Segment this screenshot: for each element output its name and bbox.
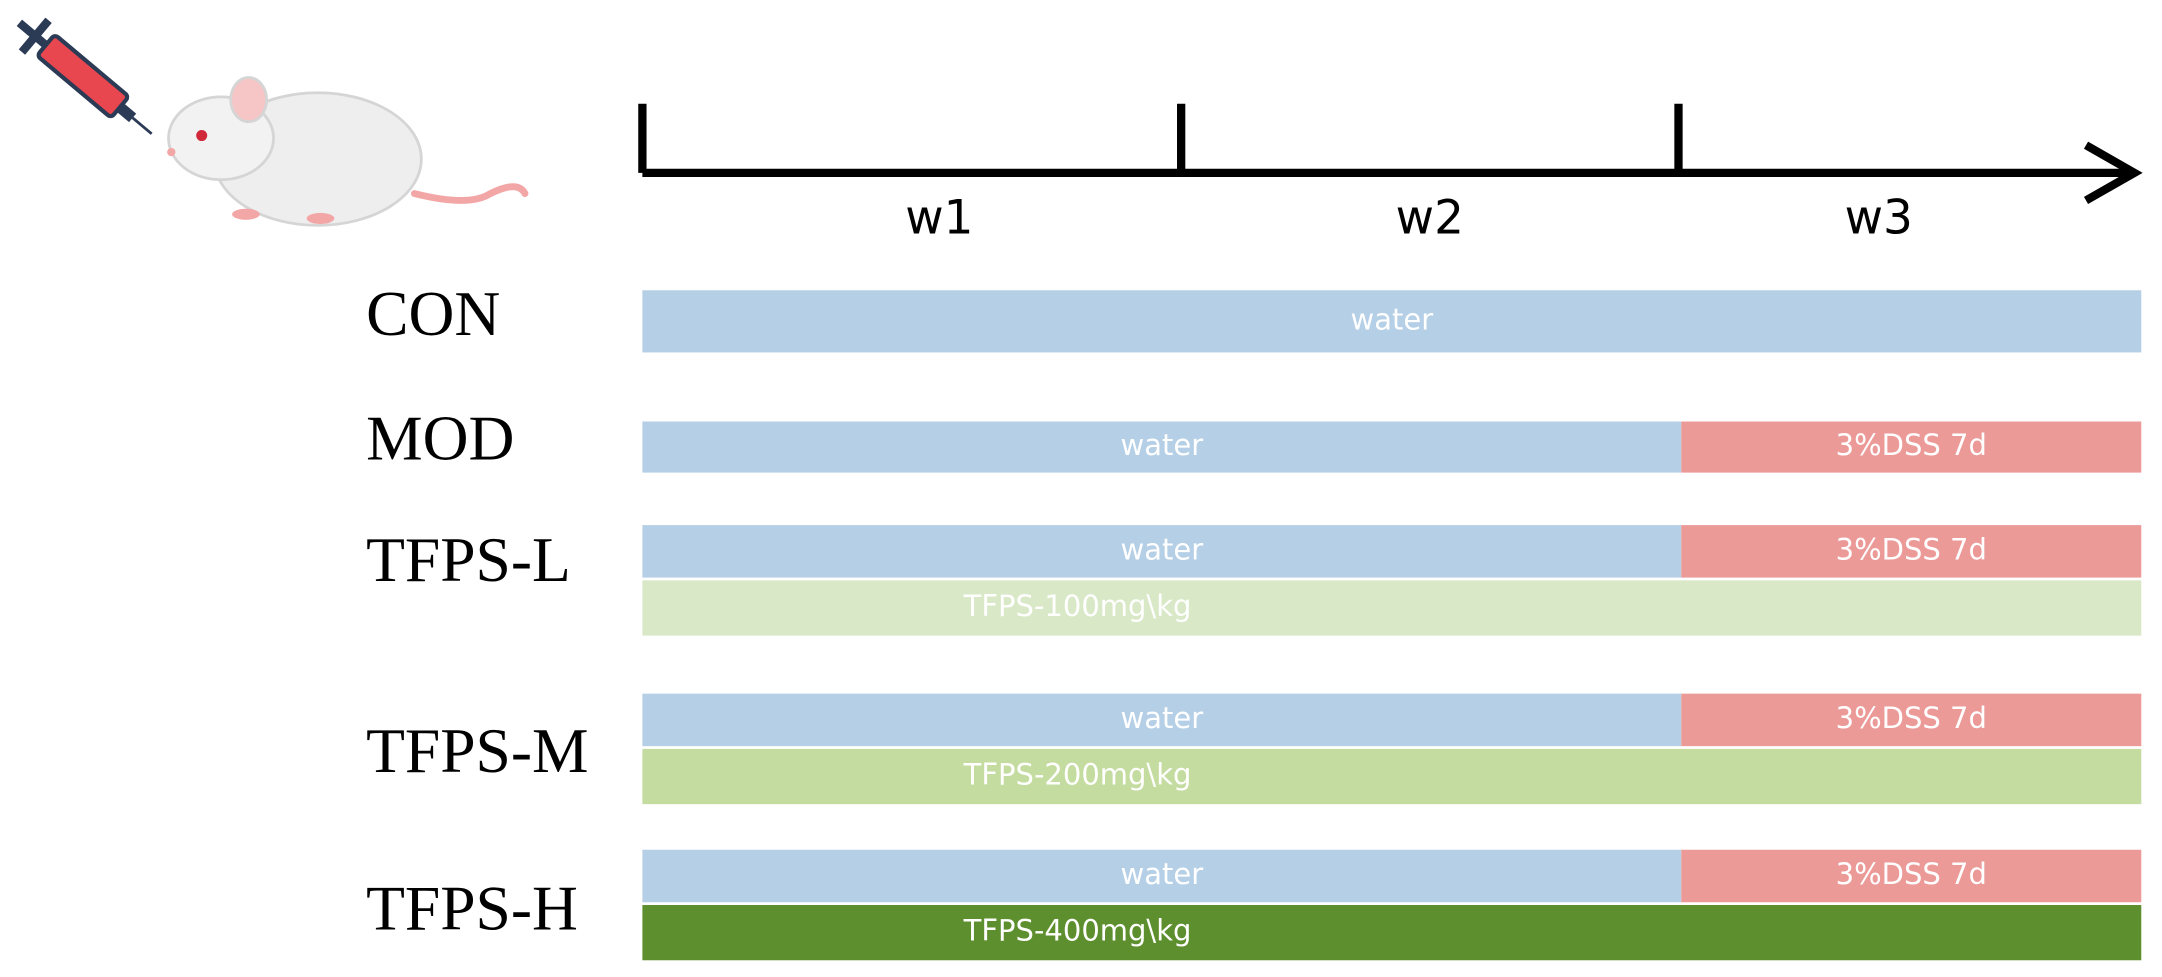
bar-label: water (1121, 701, 1204, 735)
water-bar (642, 849, 1682, 903)
bar-label: water (1121, 857, 1204, 891)
dss-bar (1681, 421, 2142, 473)
group-label: TFPS-H (366, 872, 578, 943)
group-label: TFPS-L (366, 524, 571, 595)
water-bar (642, 421, 1682, 473)
bar-label: TFPS-200mg\kg (963, 758, 1192, 792)
dose-bar (642, 580, 2142, 636)
water-bar (642, 525, 1682, 578)
bar-label: TFPS-400mg\kg (963, 914, 1192, 948)
week-label: w1 (905, 191, 973, 246)
bar-label: 3%DSS 7d (1836, 532, 1987, 566)
group-label: TFPS-M (366, 715, 588, 786)
bar-label: 3%DSS 7d (1836, 857, 1987, 891)
dose-bar (642, 905, 2142, 961)
bar-label: 3%DSS 7d (1836, 428, 1987, 462)
syringe-icon (16, 17, 153, 135)
bar-label: water (1351, 302, 1434, 336)
week-label: w2 (1396, 191, 1464, 246)
dss-bar (1681, 693, 2142, 747)
dss-bar (1681, 525, 2142, 578)
bar-label: water (1121, 428, 1204, 462)
bar-label: TFPS-100mg\kg (963, 589, 1192, 623)
dss-bar (1681, 849, 2142, 903)
dose-bar (642, 748, 2142, 805)
group-label: MOD (366, 403, 514, 474)
water-bar (642, 693, 1682, 747)
group-label: CON (366, 278, 500, 349)
timeline (638, 103, 2143, 205)
mouse-icon (167, 76, 529, 227)
water-bar (642, 290, 2142, 353)
bar-label: 3%DSS 7d (1836, 701, 1987, 735)
bar-label: water (1121, 532, 1204, 566)
week-label: w3 (1845, 191, 1913, 246)
